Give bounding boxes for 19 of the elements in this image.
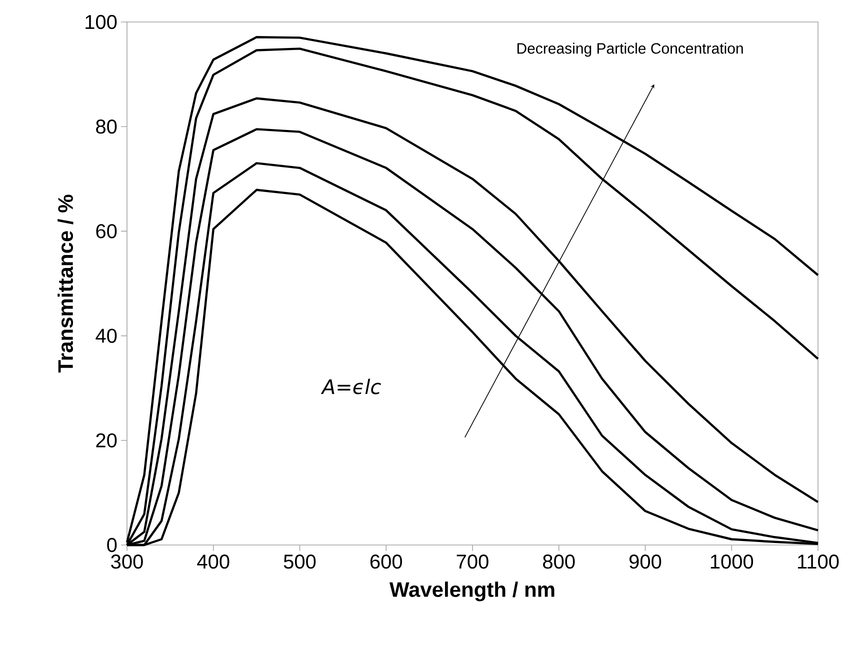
- y-tick-label: 100: [86, 14, 117, 30]
- y-tick-label: 40: [96, 328, 117, 343]
- y-tick-label: 20: [96, 433, 117, 448]
- x-axis-title: Wavelength / nm: [389, 582, 554, 602]
- y-tick-label: 0: [107, 538, 117, 552]
- x-tick-label: 700: [456, 554, 488, 569]
- x-tick-label: 600: [370, 554, 402, 569]
- x-tick-label: 1100: [798, 554, 839, 569]
- x-tick-label: 1000: [710, 554, 754, 569]
- y-tick-label: 80: [96, 120, 117, 134]
- x-tick-label: 900: [630, 554, 662, 569]
- x-tick-label: 400: [197, 554, 230, 569]
- annotation: Decreasing Particle Concentration: [517, 42, 743, 57]
- x-tick-label: 500: [284, 554, 316, 569]
- y-tick-label: 60: [96, 224, 117, 238]
- y-axis-title: Transmittance / %: [58, 194, 74, 373]
- annotation: A=ϵlc: [320, 378, 381, 394]
- x-tick-label: 300: [111, 554, 143, 569]
- x-tick-label: 800: [543, 554, 575, 569]
